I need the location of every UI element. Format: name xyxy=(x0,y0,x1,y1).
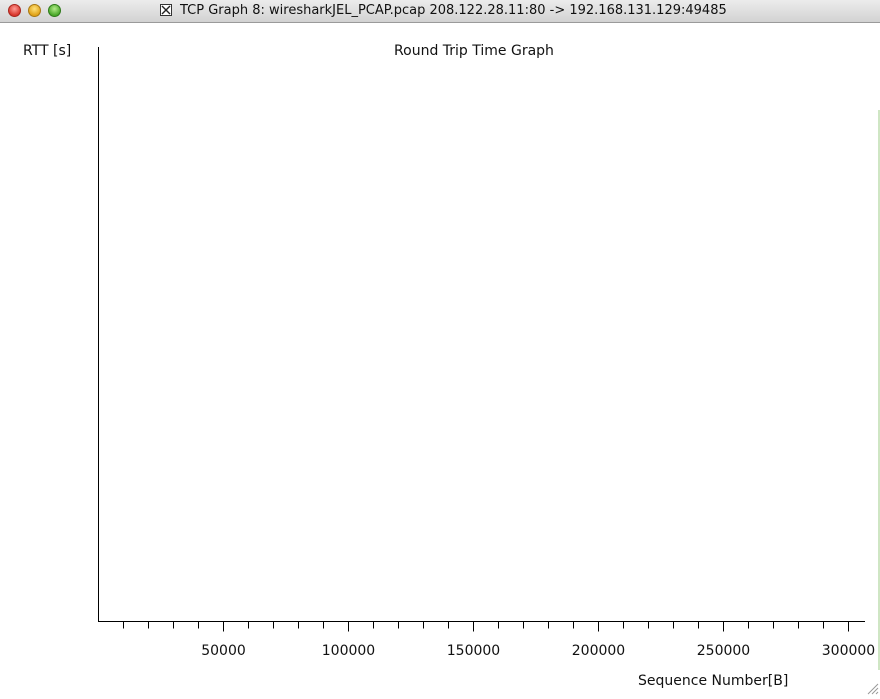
x-tick-label: 300000 xyxy=(821,643,876,659)
graph-title: Round Trip Time Graph xyxy=(394,43,554,59)
x-tick-label: 150000 xyxy=(446,643,501,659)
rtt-graph[interactable]: RTT [s] Round Trip Time Graph 50000 10000… xyxy=(0,23,880,695)
x-tick-label: 250000 xyxy=(696,643,751,659)
window-edge xyxy=(878,110,880,670)
x11-app-icon xyxy=(160,4,172,16)
y-axis-label: RTT [s] xyxy=(23,43,72,59)
x-tick-label: 50000 xyxy=(201,643,246,659)
x-tick-label: 100000 xyxy=(321,643,376,659)
resize-grip-icon[interactable] xyxy=(865,680,879,695)
title-bar[interactable]: TCP Graph 8: wiresharkJEL_PCAP.pcap 208.… xyxy=(0,0,880,23)
minimize-icon[interactable] xyxy=(28,4,41,17)
x-axis-label: Sequence Number[B] xyxy=(638,673,789,689)
window-title: TCP Graph 8: wiresharkJEL_PCAP.pcap 208.… xyxy=(180,3,727,18)
zoom-icon[interactable] xyxy=(48,4,61,17)
close-icon[interactable] xyxy=(8,4,21,17)
x-axis-ticks xyxy=(123,621,849,632)
graph-axes xyxy=(98,47,865,632)
x-tick-label: 200000 xyxy=(571,643,626,659)
